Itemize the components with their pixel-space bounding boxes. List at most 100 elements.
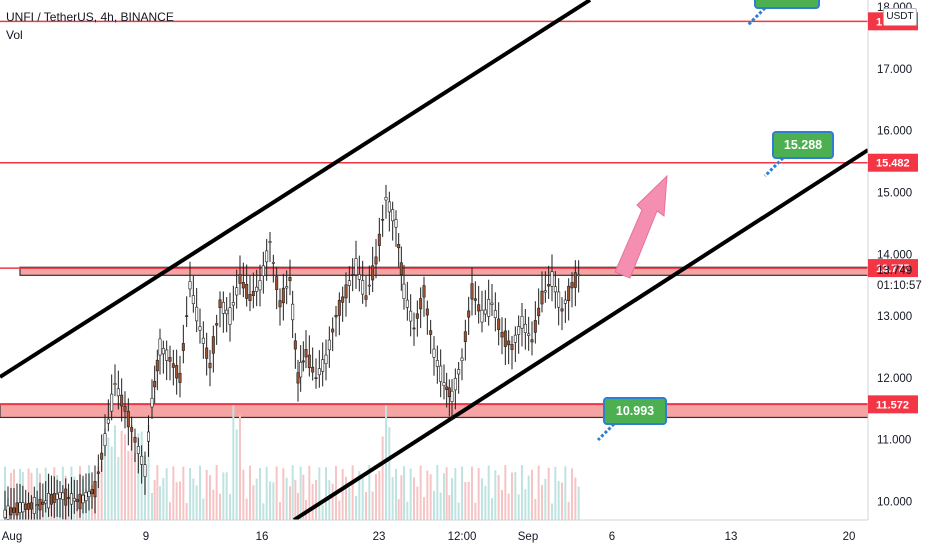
volume-bar: [443, 473, 445, 520]
candle-body: [442, 382, 446, 386]
volume-bar: [124, 434, 126, 520]
volume-bar: [192, 478, 195, 520]
countdown-label: 01:10:57: [877, 280, 922, 292]
candle-body: [445, 386, 449, 390]
currency-badge[interactable]: USDT: [883, 8, 917, 26]
x-tick-label: 6: [609, 531, 615, 543]
candle-body: [55, 493, 59, 500]
candle-body: [334, 314, 338, 318]
candle-body: [155, 359, 159, 372]
candle-body: [543, 290, 547, 293]
candle-body: [21, 502, 25, 513]
volume-bar: [130, 425, 133, 520]
candle-body: [563, 299, 567, 304]
volume-bar: [325, 467, 327, 520]
volume-bar: [388, 427, 391, 520]
candle-body: [425, 308, 429, 316]
volume-bar: [507, 493, 510, 520]
volume-bar: [409, 468, 412, 520]
volume-bar: [235, 429, 238, 520]
candle-body: [301, 360, 305, 363]
candle-body: [341, 296, 345, 303]
target-arrow: [614, 174, 668, 279]
candle-body: [405, 299, 409, 308]
symbol-title[interactable]: UNFI / TetherUS, 4h, BINANCE: [6, 10, 174, 24]
volume-bar: [328, 480, 331, 520]
volume-bar: [564, 466, 567, 520]
y-tick-label: 14.000: [877, 249, 912, 261]
volume-bar: [209, 475, 211, 520]
volume-bar: [378, 470, 381, 520]
candle-body: [208, 362, 212, 369]
time-scale[interactable]: [0, 520, 932, 550]
volume-bar: [97, 466, 100, 520]
volume-bar: [259, 467, 261, 520]
candle-body: [12, 507, 16, 513]
candle-body: [467, 310, 471, 318]
candle-body: [460, 357, 464, 362]
volume-bar: [245, 498, 248, 520]
candle-body: [100, 452, 104, 460]
volume-bar: [291, 465, 294, 520]
volume-bar: [531, 469, 533, 520]
candle-body: [351, 274, 355, 276]
candle-body: [547, 284, 551, 287]
candle-body: [241, 282, 245, 289]
candle-body: [402, 283, 406, 299]
candle-body: [69, 493, 73, 505]
volume-bar: [162, 477, 165, 520]
candle-body: [171, 363, 175, 368]
x-tick-label: 13: [725, 531, 738, 543]
callout-box: [754, 0, 820, 9]
volume-bar: [189, 467, 191, 520]
candle-body: [228, 307, 232, 325]
volume-bar: [445, 467, 448, 520]
volume-bar: [179, 481, 181, 520]
candle-body: [560, 308, 564, 312]
candle-body: [110, 393, 114, 412]
candle-body: [409, 310, 413, 322]
candle-body: [168, 357, 172, 362]
candle-body: [354, 258, 358, 276]
volume-bar: [107, 437, 110, 520]
volume-bar: [514, 472, 517, 520]
volume-bar: [232, 405, 235, 520]
volume-bar: [252, 485, 255, 520]
volume-bar: [454, 468, 457, 520]
volume-bar: [494, 470, 497, 520]
volume-bar: [457, 502, 460, 520]
volume-bar: [242, 469, 245, 520]
candle-body: [27, 503, 31, 510]
volume-bar: [481, 478, 483, 520]
candle-body: [90, 489, 94, 495]
candle-body: [150, 397, 154, 408]
candle-body: [258, 280, 262, 291]
candle-body: [188, 281, 192, 290]
candle-body: [500, 331, 504, 338]
x-tick-label: 16: [256, 531, 269, 543]
volume-bar: [429, 474, 432, 520]
volume-bar: [511, 472, 513, 520]
volume-bar: [302, 474, 305, 520]
candle-body: [255, 286, 259, 292]
volume-bar: [517, 494, 520, 520]
candle-body: [78, 493, 82, 510]
candle-body: [517, 326, 521, 335]
candle-body: [321, 359, 325, 372]
x-tick-label: Sep: [518, 531, 538, 543]
volume-bar: [249, 465, 251, 520]
volume-bar: [308, 465, 311, 520]
volume-bar: [134, 452, 136, 520]
volume-label[interactable]: Vol: [6, 28, 23, 42]
volume-bar: [269, 481, 271, 520]
volume-bar: [471, 466, 473, 520]
price-tag: [868, 259, 918, 278]
candle-body: [507, 340, 511, 346]
volume-bar: [451, 478, 453, 520]
callout-label: 10.993: [616, 404, 654, 418]
price-tag-label: 15.482: [876, 158, 910, 170]
volume-bar: [541, 485, 543, 520]
candle-body: [38, 498, 42, 511]
chart-legend: UNFI / TetherUS, 4h, BINANCE Vol: [6, 8, 174, 44]
